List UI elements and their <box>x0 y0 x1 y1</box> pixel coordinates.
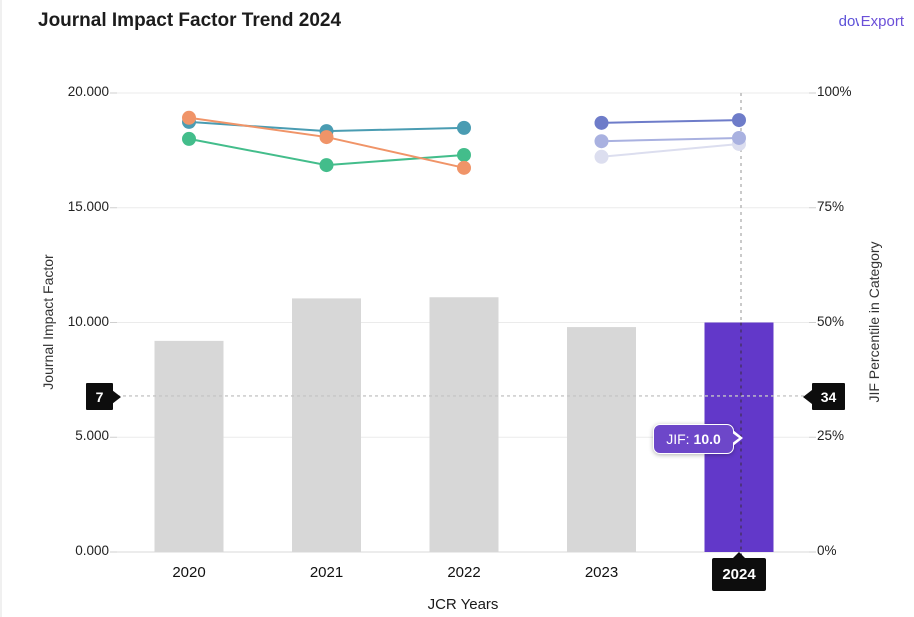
jif-tooltip-value: 10.0 <box>693 431 721 447</box>
bar-2021[interactable] <box>292 298 361 552</box>
export-button[interactable]: dow Export <box>839 13 904 30</box>
bar-2023[interactable] <box>567 327 636 552</box>
category-trend-teal-point-2022[interactable] <box>457 120 471 135</box>
category-trend-periwinkle-point-2024[interactable] <box>732 113 746 128</box>
page-title: Journal Impact Factor Trend 2024 <box>38 10 342 31</box>
category-trend-green-point-2022[interactable] <box>457 147 471 162</box>
category-trend-lavender-point-2024[interactable] <box>732 130 746 145</box>
jif-tooltip-label: JIF: <box>666 431 690 447</box>
selected-year-notch-icon <box>733 552 745 558</box>
category-trend-periwinkle-line <box>601 119 740 124</box>
category-trend-green-point-2020[interactable] <box>182 131 196 146</box>
selected-year-box: 2024 <box>712 552 766 591</box>
bar-2020[interactable] <box>154 340 224 552</box>
jif-tooltip: JIF: 10.0 <box>653 424 734 454</box>
category-trend-orange-point-2021[interactable] <box>319 130 334 145</box>
right-threshold-arrow-icon <box>803 389 812 404</box>
category-trend-orange-point-2022[interactable] <box>457 160 471 175</box>
x-axis-title: JCR Years <box>427 596 499 613</box>
selected-year-label: 2024 <box>722 566 756 583</box>
category-trend-periwinkle-point-2023[interactable] <box>594 115 609 130</box>
category-trend-light-lavender-point-2023[interactable] <box>594 149 609 164</box>
right-threshold-marker: 34 <box>812 383 845 410</box>
export-label: Export <box>860 13 904 30</box>
category-trend-lavender-point-2023[interactable] <box>594 134 609 149</box>
left-threshold-marker: 7 <box>86 383 113 410</box>
category-trend-lavender-line <box>601 136 740 143</box>
category-trend-orange-point-2020[interactable] <box>182 110 196 125</box>
download-icon: dow <box>838 13 859 30</box>
left-threshold-arrow-icon <box>112 389 121 404</box>
category-trend-light-lavender-line <box>601 142 740 158</box>
bar-2022[interactable] <box>429 297 499 552</box>
category-trend-green-point-2021[interactable] <box>319 158 334 173</box>
